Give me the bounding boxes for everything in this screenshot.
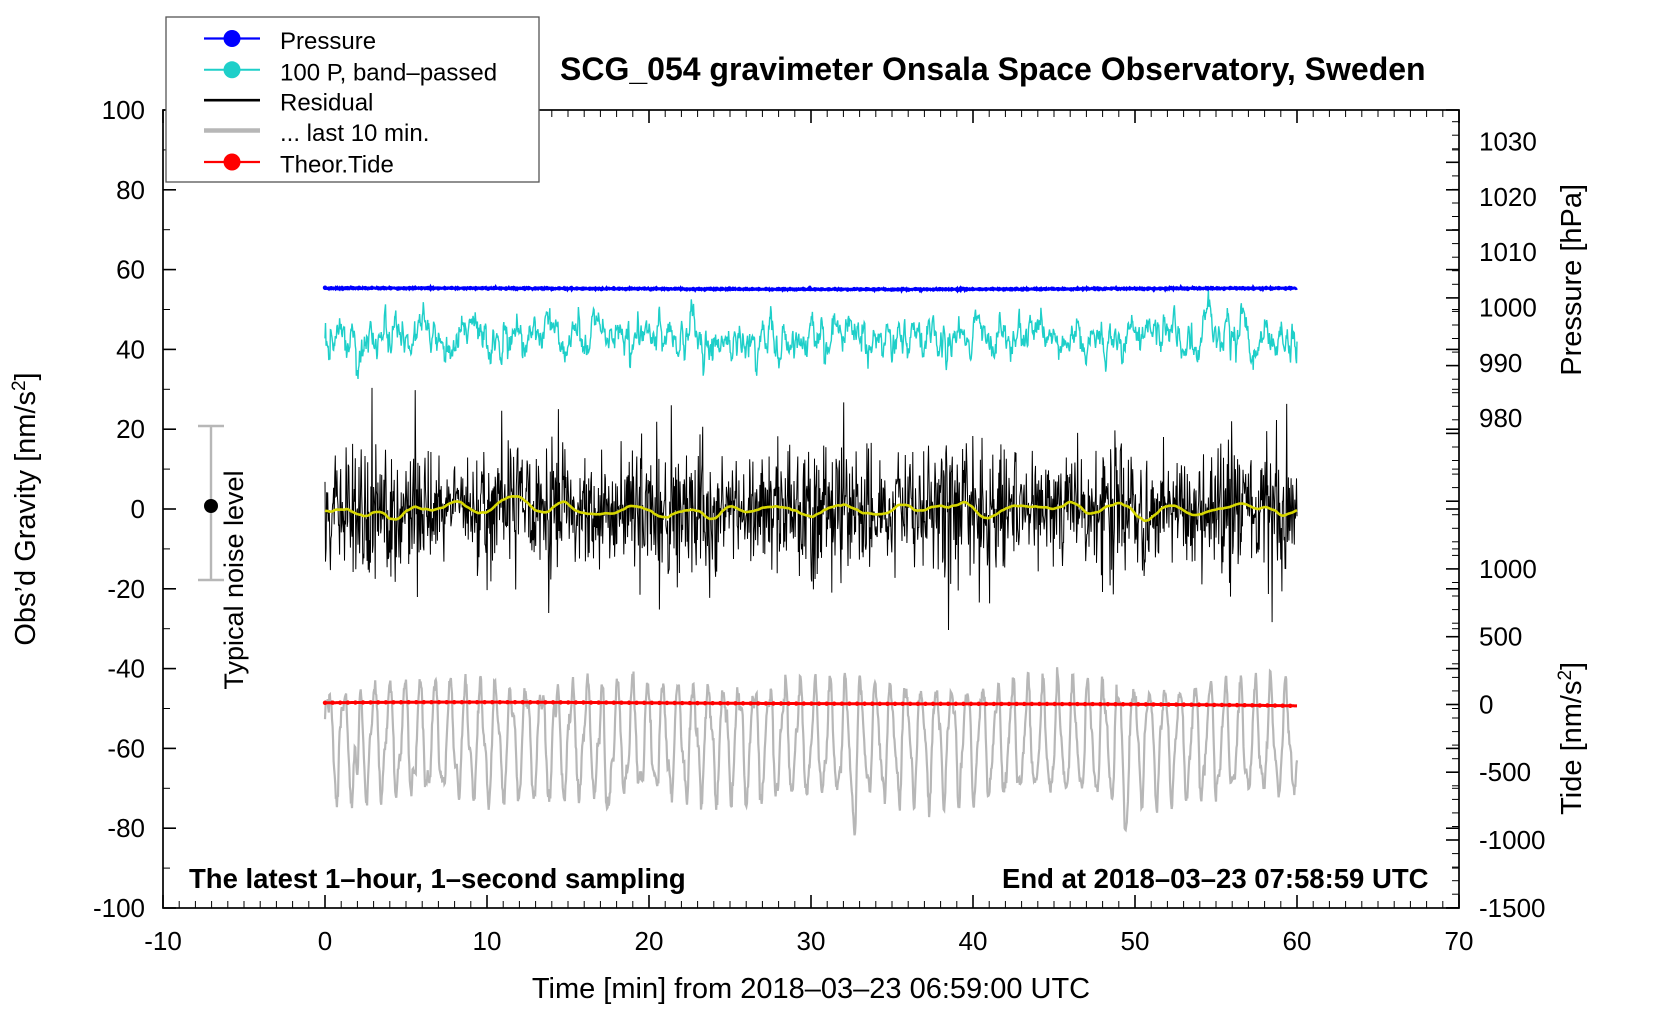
svg-text:100: 100 bbox=[102, 95, 145, 125]
svg-text:1010: 1010 bbox=[1479, 237, 1537, 267]
svg-text:Pressure: Pressure bbox=[280, 28, 376, 55]
svg-text:-10: -10 bbox=[144, 926, 182, 956]
svg-text:Theor.Tide: Theor.Tide bbox=[280, 152, 394, 179]
svg-text:-500: -500 bbox=[1479, 757, 1531, 787]
svg-text:End at 2018–03–23 07:58:59 UTC: End at 2018–03–23 07:58:59 UTC bbox=[1002, 863, 1429, 894]
svg-text:... last 10 min.: ... last 10 min. bbox=[280, 120, 429, 147]
svg-text:100 P, band–passed: 100 P, band–passed bbox=[280, 59, 497, 86]
svg-text:980: 980 bbox=[1479, 403, 1522, 433]
svg-text:1030: 1030 bbox=[1479, 127, 1537, 157]
svg-text:-100: -100 bbox=[93, 893, 145, 923]
svg-text:-40: -40 bbox=[107, 654, 145, 684]
svg-text:-60: -60 bbox=[107, 733, 145, 763]
svg-text:1020: 1020 bbox=[1479, 182, 1537, 212]
svg-text:Residual: Residual bbox=[280, 90, 373, 117]
svg-text:10: 10 bbox=[473, 926, 502, 956]
svg-text:70: 70 bbox=[1445, 926, 1474, 956]
svg-text:60: 60 bbox=[116, 255, 145, 285]
svg-text:40: 40 bbox=[116, 334, 145, 364]
svg-text:-20: -20 bbox=[107, 574, 145, 604]
svg-text:Obs’d Gravity [nm/s2]: Obs’d Gravity [nm/s2] bbox=[9, 372, 43, 645]
svg-text:60: 60 bbox=[1283, 926, 1312, 956]
svg-text:500: 500 bbox=[1479, 622, 1522, 652]
svg-text:1000: 1000 bbox=[1479, 293, 1537, 323]
svg-text:-1500: -1500 bbox=[1479, 893, 1546, 923]
svg-text:20: 20 bbox=[635, 926, 664, 956]
svg-text:-1000: -1000 bbox=[1479, 825, 1546, 855]
svg-text:0: 0 bbox=[131, 494, 145, 524]
svg-text:0: 0 bbox=[318, 926, 332, 956]
svg-text:SCG_054 gravimeter Onsala Spac: SCG_054 gravimeter Onsala Space Observat… bbox=[560, 51, 1426, 87]
svg-text:80: 80 bbox=[116, 175, 145, 205]
svg-text:30: 30 bbox=[797, 926, 826, 956]
svg-text:The latest 1–hour, 1–second sa: The latest 1–hour, 1–second sampling bbox=[189, 863, 686, 894]
svg-text:-80: -80 bbox=[107, 813, 145, 843]
svg-text:0: 0 bbox=[1479, 690, 1493, 720]
svg-text:Tide [nm/s2]: Tide [nm/s2] bbox=[1555, 662, 1589, 815]
svg-text:1000: 1000 bbox=[1479, 554, 1537, 584]
svg-text:Typical noise level: Typical noise level bbox=[219, 470, 249, 689]
svg-text:40: 40 bbox=[959, 926, 988, 956]
svg-text:990: 990 bbox=[1479, 348, 1522, 378]
svg-text:50: 50 bbox=[1121, 926, 1150, 956]
svg-text:20: 20 bbox=[116, 414, 145, 444]
svg-text:Time [min] from 2018–03–23 06:: Time [min] from 2018–03–23 06:59:00 UTC bbox=[532, 973, 1090, 1005]
svg-text:Pressure [hPa]: Pressure [hPa] bbox=[1556, 184, 1588, 376]
